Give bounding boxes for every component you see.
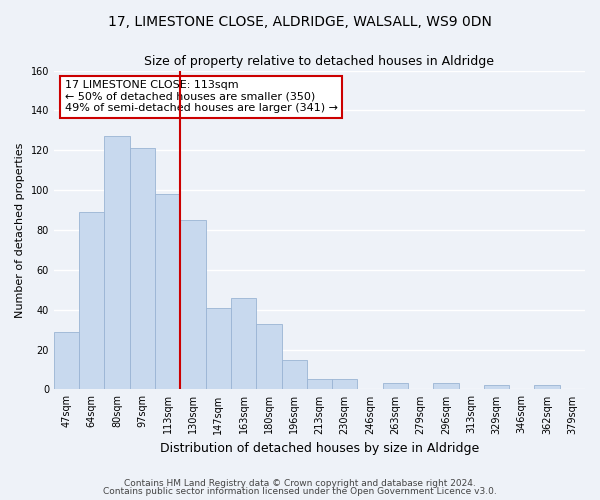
Bar [155, 194, 181, 390]
Bar [231, 298, 256, 390]
Bar [383, 384, 408, 390]
Bar [484, 386, 509, 390]
Bar [54, 332, 79, 390]
Bar [181, 220, 206, 390]
Y-axis label: Number of detached properties: Number of detached properties [15, 142, 25, 318]
Bar [79, 212, 104, 390]
Text: Contains public sector information licensed under the Open Government Licence v3: Contains public sector information licen… [103, 487, 497, 496]
X-axis label: Distribution of detached houses by size in Aldridge: Distribution of detached houses by size … [160, 442, 479, 455]
Bar [433, 384, 458, 390]
Text: Contains HM Land Registry data © Crown copyright and database right 2024.: Contains HM Land Registry data © Crown c… [124, 478, 476, 488]
Bar [535, 386, 560, 390]
Text: 17 LIMESTONE CLOSE: 113sqm
← 50% of detached houses are smaller (350)
49% of sem: 17 LIMESTONE CLOSE: 113sqm ← 50% of deta… [65, 80, 338, 114]
Bar [307, 380, 332, 390]
Title: Size of property relative to detached houses in Aldridge: Size of property relative to detached ho… [145, 55, 494, 68]
Bar [104, 136, 130, 390]
Bar [206, 308, 231, 390]
Bar [281, 360, 307, 390]
Bar [332, 380, 358, 390]
Bar [130, 148, 155, 390]
Text: 17, LIMESTONE CLOSE, ALDRIDGE, WALSALL, WS9 0DN: 17, LIMESTONE CLOSE, ALDRIDGE, WALSALL, … [108, 15, 492, 29]
Bar [256, 324, 281, 390]
